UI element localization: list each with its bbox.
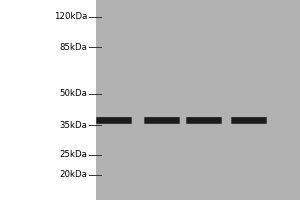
Bar: [0, 0, 96, 200]
Text: 50kDa: 50kDa: [59, 89, 87, 98]
Text: 25kDa: 25kDa: [59, 150, 87, 159]
FancyBboxPatch shape: [231, 117, 267, 124]
FancyBboxPatch shape: [186, 117, 222, 124]
Text: 35kDa: 35kDa: [59, 121, 87, 130]
Bar: [96, 0, 300, 200]
Text: 120kDa: 120kDa: [54, 12, 87, 21]
Text: 85kDa: 85kDa: [59, 43, 87, 52]
FancyBboxPatch shape: [144, 117, 180, 124]
Text: 20kDa: 20kDa: [59, 170, 87, 179]
FancyBboxPatch shape: [96, 117, 132, 124]
